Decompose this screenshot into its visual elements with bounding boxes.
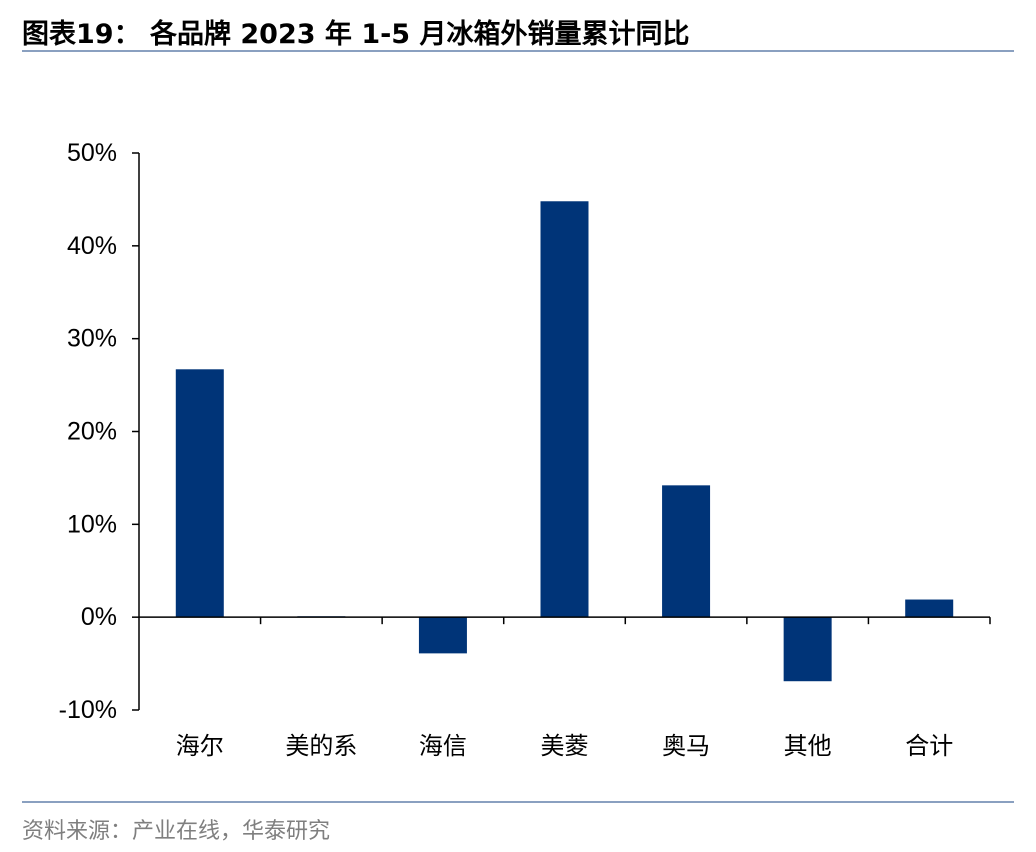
bar-1 (175, 369, 224, 618)
y-tick-label-2: 0% (81, 603, 117, 631)
axes-group (132, 152, 991, 711)
y-tick-label-7: 50% (67, 139, 117, 167)
source-rule (22, 801, 1014, 803)
bar-3 (418, 617, 467, 654)
y-tick-label-6: 40% (67, 232, 117, 260)
bar-7 (905, 599, 954, 618)
y-tick-label-5: 30% (67, 325, 117, 353)
x-category-label-1: 海尔 (176, 732, 224, 760)
x-category-label-2: 美的系 (285, 732, 357, 760)
y-tick-label-3: 10% (67, 510, 117, 538)
bars-group (175, 201, 954, 682)
labels-group: -10% 0% 10% 20% 30% 40% 50% 海尔 美的系 海信 美菱 奥马 其他 合计 (59, 139, 954, 760)
page-title: 图表19： 各品牌 2023 年 1-5 月冰箱外销量累计同比 (22, 19, 690, 50)
source-note: 资料来源：产业在线，华泰研究 (22, 819, 331, 844)
x-category-label-5: 奥马 (662, 732, 710, 760)
y-tick-label-4: 20% (67, 418, 117, 446)
bar-5 (662, 485, 711, 618)
bar-4 (540, 201, 589, 618)
x-category-label-7: 合计 (905, 732, 953, 760)
x-category-label-6: 其他 (784, 732, 832, 760)
title-rule (22, 50, 1014, 52)
x-category-label-4: 美菱 (541, 732, 589, 760)
y-tick-label-1: -10% (59, 696, 117, 724)
bar-6 (783, 617, 832, 682)
x-category-label-3: 海信 (419, 732, 467, 760)
